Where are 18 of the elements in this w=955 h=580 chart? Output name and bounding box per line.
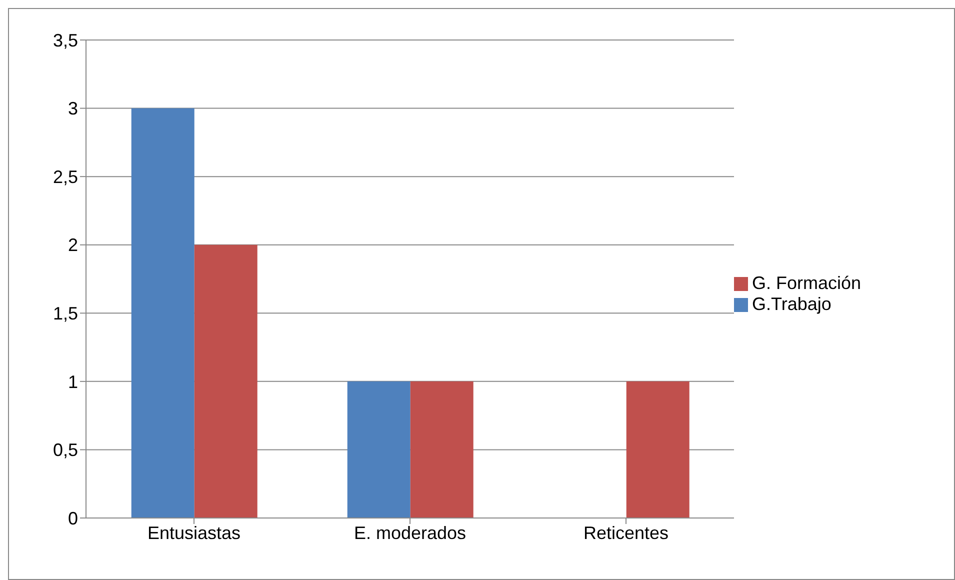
bar <box>194 244 258 518</box>
y-tick-label: 0,5 <box>52 440 78 460</box>
y-tick-label: 2,5 <box>52 166 78 187</box>
bar <box>410 381 474 518</box>
x-tick-label: Entusiastas <box>147 522 241 543</box>
y-tick-label: 1,5 <box>52 304 78 324</box>
x-tick-label: Reticentes <box>583 522 669 543</box>
bar <box>131 108 194 518</box>
legend-label: G.Trabajo <box>752 294 832 314</box>
y-tick-label: 2 <box>68 235 78 256</box>
y-tick-label: 1 <box>68 372 78 392</box>
legend-label: G. Formación <box>752 273 862 293</box>
y-tick-label: 0 <box>68 508 78 528</box>
bar <box>347 381 410 518</box>
y-tick-label: 3 <box>68 98 78 119</box>
bar <box>626 381 690 518</box>
x-tick-label: E. moderados <box>354 522 466 543</box>
y-tick-label: 3,5 <box>52 30 78 50</box>
